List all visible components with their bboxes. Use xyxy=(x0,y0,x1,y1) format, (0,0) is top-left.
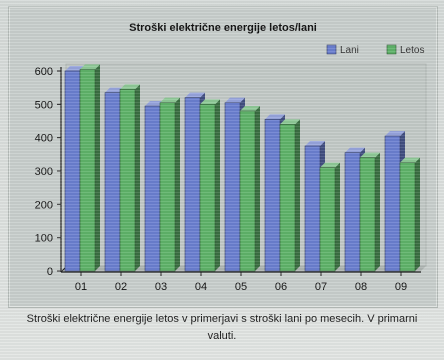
bar-front xyxy=(159,102,176,272)
bar-top xyxy=(345,147,365,153)
bar-side xyxy=(215,99,220,271)
bar-top xyxy=(385,131,405,136)
y-tick-label: 400 xyxy=(35,133,53,145)
bar-top xyxy=(120,84,140,90)
legend-swatch xyxy=(326,44,337,55)
bar-top xyxy=(320,162,340,168)
chart-panel: Stroški električne energije letos/lani L… xyxy=(8,6,438,308)
bar-letos-03 xyxy=(159,97,180,272)
bar-letos-07 xyxy=(319,162,340,272)
bar-side xyxy=(175,97,180,272)
bar-top xyxy=(400,157,420,163)
bar-top xyxy=(225,97,245,103)
y-tick-label: 500 xyxy=(35,99,53,111)
bar-side xyxy=(135,84,140,271)
chart-axes: 0 100 200 300 400 500 600 01 02 03 04 05 06 07 08 09 xyxy=(35,66,421,293)
y-tick-label: 600 xyxy=(35,66,53,78)
bar-top xyxy=(360,152,380,158)
legend-item-lani: Lani xyxy=(326,44,359,56)
x-tick-label: 05 xyxy=(235,281,247,293)
bar-front xyxy=(304,145,321,272)
bar-front xyxy=(184,97,201,272)
y-tick-label: 0 xyxy=(47,266,53,278)
bar-front xyxy=(319,167,336,272)
bar-letos-05 xyxy=(239,106,260,272)
bar-front xyxy=(399,162,416,272)
bar-top xyxy=(240,106,260,111)
bar-top xyxy=(160,97,180,103)
x-tick-label: 04 xyxy=(195,281,207,293)
bar-top xyxy=(280,119,300,125)
bar-chart: Stroški električne energije letos/lani L… xyxy=(35,22,427,293)
bars xyxy=(64,64,420,272)
bar-front xyxy=(199,104,216,272)
bar-letos-06 xyxy=(279,119,300,272)
bar-front xyxy=(64,70,81,272)
x-tick-label: 02 xyxy=(115,281,127,293)
bar-front xyxy=(359,157,376,272)
chart-caption: Stroški električne energije letos v prim… xyxy=(26,313,418,342)
y-tick-label: 300 xyxy=(35,166,53,178)
chart-title: Stroški električne energije letos/lani xyxy=(129,22,317,34)
bar-top xyxy=(185,92,205,98)
bar-side xyxy=(255,106,260,271)
bar-side xyxy=(335,162,340,271)
y-tick-label: 100 xyxy=(35,233,53,245)
bar-side xyxy=(95,64,100,271)
x-tick-label: 08 xyxy=(355,281,367,293)
bar-letos-04 xyxy=(199,99,220,272)
bar-letos-09 xyxy=(399,157,420,272)
bar-front xyxy=(79,69,96,272)
bar-front xyxy=(384,135,401,272)
bar-front xyxy=(144,105,161,272)
bar-front xyxy=(344,152,361,272)
legend-label: Lani xyxy=(340,45,359,56)
bar-letos-02 xyxy=(119,84,140,272)
bar-front xyxy=(264,119,281,272)
bar-top xyxy=(80,64,100,70)
legend-item-letos: Letos xyxy=(386,44,424,56)
bar-front xyxy=(279,124,296,272)
bar-front xyxy=(119,89,136,272)
bar-side xyxy=(295,119,300,271)
bar-front xyxy=(104,92,121,272)
bar-front xyxy=(239,110,256,272)
bar-top xyxy=(305,141,325,146)
bar-top xyxy=(265,114,285,120)
y-tick-label: 200 xyxy=(35,199,53,211)
legend-swatch xyxy=(386,44,397,55)
legend-label: Letos xyxy=(400,45,424,56)
x-tick-label: 09 xyxy=(395,281,407,293)
bar-letos-01 xyxy=(79,64,100,272)
x-tick-label: 01 xyxy=(75,281,87,293)
bar-letos-08 xyxy=(359,152,380,272)
chart-legend: Lani Letos xyxy=(326,44,424,56)
bar-top xyxy=(200,99,220,105)
bar-side xyxy=(415,157,420,271)
bar-side xyxy=(375,152,380,271)
x-tick-label: 07 xyxy=(315,281,327,293)
bar-front xyxy=(224,102,241,272)
x-tick-label: 06 xyxy=(275,281,287,293)
x-tick-label: 03 xyxy=(155,281,167,293)
